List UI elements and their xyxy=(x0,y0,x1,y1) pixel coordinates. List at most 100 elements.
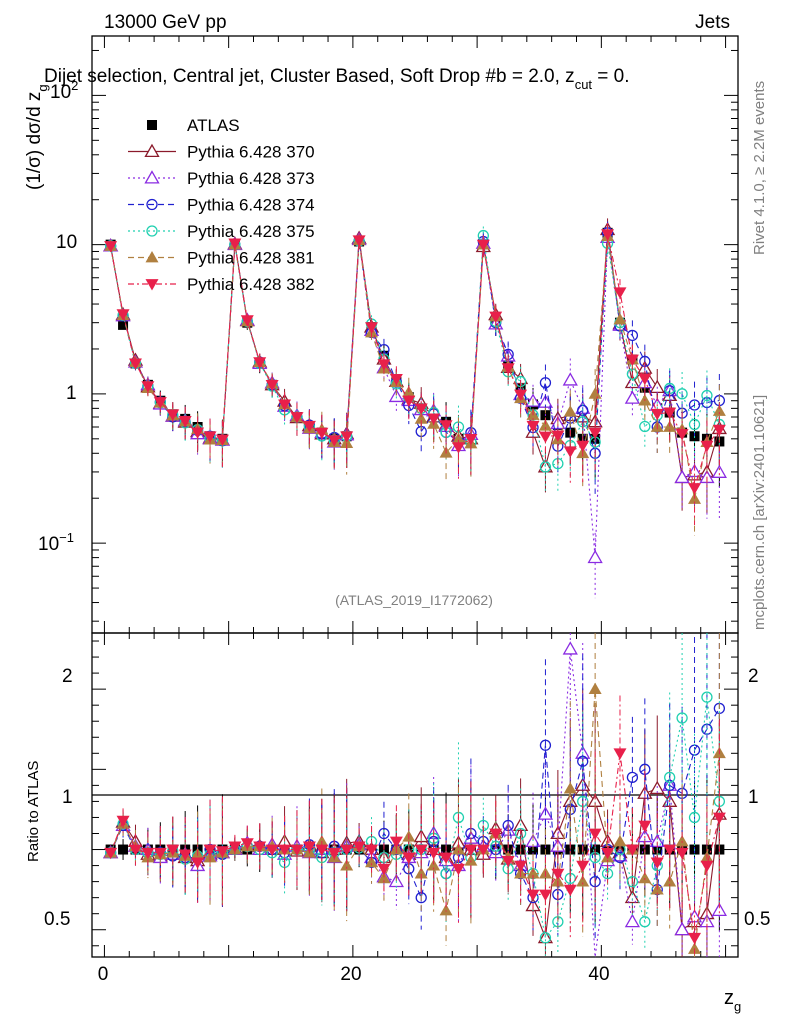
y-tick-main-0p1-exp: −1 xyxy=(59,530,74,545)
point-main-p382-13 xyxy=(265,379,279,392)
main-plot-data xyxy=(103,218,727,599)
point-ratio-p382-47 xyxy=(688,932,702,945)
point-main-p381-28 xyxy=(451,432,465,444)
legend-label-p370: Pythia 6.428 370 xyxy=(187,143,315,162)
y-tick-ratio-0p5: 0.5 xyxy=(44,909,70,930)
point-main-p382-37 xyxy=(563,446,577,458)
point-main-p382-4 xyxy=(153,397,167,409)
point-ratio-p373-37 xyxy=(562,641,578,655)
y-tick-main-0p1: 10−1 xyxy=(38,530,74,555)
point-main-p382-47 xyxy=(688,483,702,495)
point-main-p382-27 xyxy=(439,420,453,432)
point-ratio-atlas-1 xyxy=(118,844,129,855)
point-ratio-p382-12 xyxy=(253,841,267,853)
plot-title-main: Dijet selection, Central jet, Cluster Ba… xyxy=(44,66,575,87)
line-ratio-p382 xyxy=(110,753,720,938)
point-main-p382-9 xyxy=(215,434,229,446)
point-ratio-p382-24 xyxy=(402,852,416,865)
line-ratio-p374 xyxy=(110,708,720,900)
point-main-p382-23 xyxy=(389,374,403,386)
point-main-p382-36 xyxy=(551,430,565,442)
legend-marker-p381 xyxy=(145,251,159,263)
y-tick-main-100-exp: 2 xyxy=(71,78,78,93)
y-tick-main-10: 10 xyxy=(56,232,77,253)
point-main-p382-35 xyxy=(538,431,552,443)
y-tick-main-0p1-base: 10 xyxy=(38,534,59,555)
legend-label-p382: Pythia 6.428 382 xyxy=(187,275,315,294)
point-main-p375-46 xyxy=(676,388,688,400)
point-ratio-p382-16 xyxy=(302,841,316,853)
point-ratio-p374-38 xyxy=(577,755,589,767)
point-ratio-p382-41 xyxy=(613,748,627,760)
point-ratio-p381-39 xyxy=(588,682,602,695)
point-ratio-p373-46 xyxy=(674,921,690,936)
x-axis-label: zg xyxy=(724,987,741,1014)
y-axis-label-main-sub: g xyxy=(35,84,50,91)
point-main-p382-12 xyxy=(253,357,267,369)
y-tick-ratio-1: 1 xyxy=(62,787,73,808)
point-ratio-p381-25 xyxy=(414,867,428,879)
legend-label-p375: Pythia 6.428 375 xyxy=(187,222,315,241)
point-ratio-p381-29 xyxy=(464,854,478,866)
point-main-p382-18 xyxy=(327,435,341,447)
point-main-p382-40 xyxy=(601,229,615,241)
point-ratio-p382-35 xyxy=(538,889,552,901)
point-ratio-p373-42 xyxy=(624,913,641,928)
point-main-p382-24 xyxy=(402,395,416,408)
point-main-p382-11 xyxy=(240,315,254,327)
point-ratio-p382-48 xyxy=(700,860,714,873)
y-tick-main-100-base: 10 xyxy=(50,82,71,103)
point-ratio-p382-26 xyxy=(427,847,441,860)
y-tick-ratio-2: 2 xyxy=(62,666,73,687)
point-main-p373-49 xyxy=(711,464,727,478)
point-ratio-p382-7 xyxy=(191,857,205,869)
point-main-p374-35 xyxy=(539,377,552,389)
point-main-p373-39 xyxy=(587,549,603,564)
point-main-p382-3 xyxy=(141,381,155,393)
point-ratio-p382-31 xyxy=(489,828,503,840)
point-ratio-p375-45 xyxy=(664,771,676,784)
point-ratio-p382-46 xyxy=(675,847,689,860)
point-main-p382-6 xyxy=(178,415,192,428)
point-main-p382-33 xyxy=(514,389,528,402)
y-axis-label-ratio: Ratio to ATLAS xyxy=(25,761,42,862)
point-ratio-p382-8 xyxy=(203,844,217,857)
point-ratio-p381-26 xyxy=(427,859,441,871)
y-tick-main-1: 1 xyxy=(66,383,77,404)
analysis-label: (ATLAS_2019_I1772062) xyxy=(335,592,493,608)
point-ratio-p382-13 xyxy=(265,844,279,857)
point-main-p375-48 xyxy=(701,389,713,402)
x-axis-label-text: z xyxy=(724,987,734,1009)
legend-marker-p374 xyxy=(146,198,158,211)
point-ratio-p382-23 xyxy=(389,836,403,849)
point-ratio-p382-34 xyxy=(526,889,540,901)
point-ratio-p381-37 xyxy=(563,782,577,794)
point-main-p382-34 xyxy=(526,420,540,433)
y-tick-ratio-0p5-right: 0.5 xyxy=(744,909,770,930)
point-main-p373-46 xyxy=(674,469,690,484)
y-tick-ratio-2-right: 2 xyxy=(748,666,759,687)
point-ratio-p382-0 xyxy=(104,847,118,860)
point-main-p375-47 xyxy=(688,418,701,431)
line-main-p374 xyxy=(110,232,720,454)
point-ratio-p382-5 xyxy=(166,844,180,857)
point-ratio-p375-47 xyxy=(688,811,701,824)
point-ratio-p382-20 xyxy=(352,841,366,853)
point-ratio-p382-10 xyxy=(228,841,242,853)
point-ratio-p375-35 xyxy=(539,932,552,944)
legend-label-atlas: ATLAS xyxy=(187,116,240,135)
point-ratio-p373-49 xyxy=(711,902,727,917)
point-ratio-p374-42 xyxy=(626,771,639,784)
axis-ticks xyxy=(92,36,738,957)
point-ratio-p374-35 xyxy=(539,739,552,751)
point-main-atlas-1 xyxy=(118,319,129,330)
point-ratio-p382-3 xyxy=(141,847,155,860)
plot-title-sub: cut xyxy=(575,77,593,92)
point-main-p382-14 xyxy=(278,399,292,411)
legend-label-p381: Pythia 6.428 381 xyxy=(187,249,315,268)
point-main-p381-39 xyxy=(588,387,602,399)
point-ratio-p382-14 xyxy=(278,844,292,857)
point-ratio-p382-36 xyxy=(551,868,565,881)
point-main-p382-46 xyxy=(675,429,689,441)
